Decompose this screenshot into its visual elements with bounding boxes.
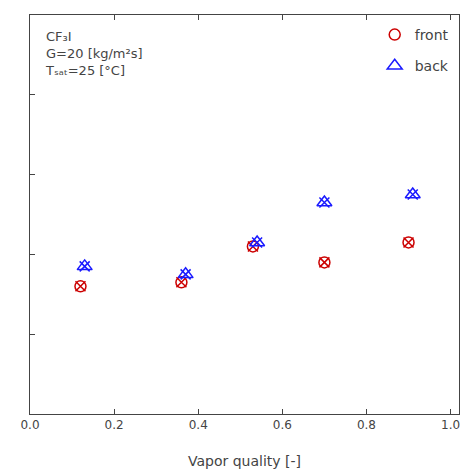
- svg-text:front: front: [415, 27, 449, 43]
- svg-text:Vapor quality [-]: Vapor quality [-]: [188, 453, 301, 469]
- svg-text:0.6: 0.6: [273, 418, 292, 432]
- svg-text:0.2: 0.2: [105, 418, 124, 432]
- svg-text:back: back: [415, 58, 449, 74]
- svg-text:0.8: 0.8: [357, 418, 376, 432]
- svg-text:1.0: 1.0: [441, 418, 460, 432]
- svg-text:0.0: 0.0: [20, 418, 39, 432]
- svg-text:0.4: 0.4: [189, 418, 208, 432]
- svg-text:CF₃IG=20 [kg/m²s]Tₛₐₜ=25 [°C]: CF₃IG=20 [kg/m²s]Tₛₐₜ=25 [°C]: [45, 29, 143, 78]
